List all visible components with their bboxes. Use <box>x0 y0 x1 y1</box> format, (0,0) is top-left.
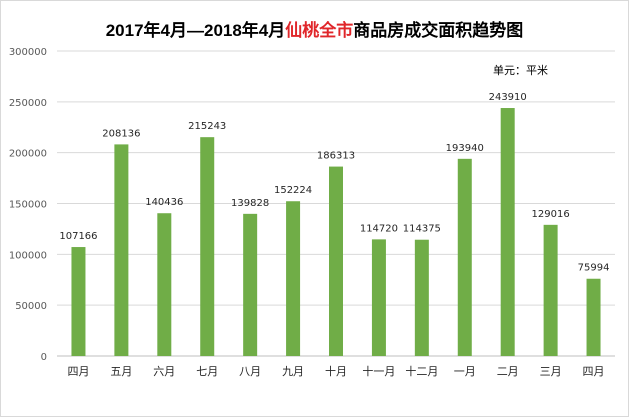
bar <box>371 239 386 356</box>
bar <box>457 158 472 356</box>
x-tick-label: 七月 <box>196 365 218 378</box>
data-label: 243910 <box>489 92 527 103</box>
bar <box>114 144 129 356</box>
x-tick-label: 五月 <box>110 365 132 378</box>
data-label: 114375 <box>403 224 441 235</box>
data-label: 129016 <box>532 209 570 220</box>
x-tick-label: 十二月 <box>405 364 438 378</box>
y-tick-label: 150000 <box>9 200 47 211</box>
data-label: 208136 <box>102 128 140 139</box>
x-tick-label: 一月 <box>454 365 476 378</box>
y-tick-label: 300000 <box>9 47 47 58</box>
x-tick-label: 九月 <box>282 365 304 378</box>
y-tick-label: 0 <box>41 352 47 363</box>
bar <box>586 278 601 356</box>
data-label: 114720 <box>360 223 398 234</box>
x-tick-label: 八月 <box>239 365 261 378</box>
chart-title-subject: 商品房成交面积趋势图 <box>353 21 524 40</box>
chart-title-date-range: 2017年4月—2018年4月 <box>105 21 286 40</box>
bar <box>414 239 429 356</box>
chart-title-highlight: 仙桃全市 <box>285 21 354 40</box>
x-tick-label: 六月 <box>153 365 175 378</box>
x-tick-label: 十月 <box>325 364 347 378</box>
bar <box>500 108 515 356</box>
x-tick-label: 二月 <box>497 365 519 378</box>
data-label: 140436 <box>145 197 183 208</box>
x-tick-label: 四月 <box>583 365 605 378</box>
bar <box>200 137 215 356</box>
chart-title: 2017年4月—2018年4月仙桃全市商品房成交面积趋势图 <box>0 16 629 41</box>
unit-label: 单元：平米 <box>493 64 548 77</box>
x-tick-label: 十一月 <box>362 364 395 378</box>
bar <box>543 224 558 356</box>
bar <box>329 166 343 356</box>
bar <box>71 247 86 356</box>
y-tick-label: 250000 <box>9 98 47 109</box>
y-tick-label: 100000 <box>9 250 47 261</box>
x-tick-label: 三月 <box>540 365 562 378</box>
data-label: 215243 <box>188 121 226 132</box>
data-label: 139828 <box>231 198 269 209</box>
bar <box>243 213 258 356</box>
data-label: 75994 <box>578 263 610 274</box>
data-label: 193940 <box>446 143 484 154</box>
data-label: 152224 <box>274 185 312 196</box>
x-tick-label: 四月 <box>67 365 89 378</box>
data-label: 107166 <box>59 231 97 242</box>
bar <box>286 201 301 356</box>
y-tick-label: 200000 <box>9 149 47 160</box>
y-tick-label: 50000 <box>15 301 47 312</box>
data-label: 186313 <box>317 151 355 162</box>
bar <box>157 213 172 356</box>
